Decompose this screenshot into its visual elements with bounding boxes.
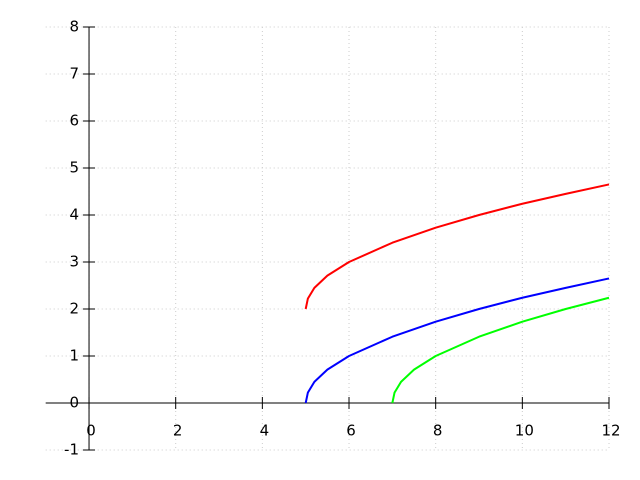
y-tick-label: 8 [69, 18, 79, 36]
y-tick-label: 7 [69, 65, 79, 83]
x-tick-label: 6 [346, 422, 356, 440]
x-tick-label: 12 [601, 422, 620, 440]
x-tick-label: 4 [260, 422, 270, 440]
series-line [304, 183, 610, 310]
y-tick-label: 3 [69, 253, 79, 271]
series-line [304, 277, 610, 404]
x-tick-label: 0 [86, 422, 96, 440]
x-tick-label: 2 [173, 422, 183, 440]
x-tick-label: 8 [433, 422, 443, 440]
y-tick-label: 2 [69, 300, 79, 318]
y-tick-label: 5 [69, 159, 79, 177]
y-tick-label: 0 [69, 394, 79, 412]
y-tick-label: 4 [69, 206, 79, 224]
y-tick-label: 6 [69, 112, 79, 130]
series-line [391, 296, 610, 404]
y-tick-label: 1 [69, 347, 79, 365]
y-tick-label: -1 [64, 441, 79, 459]
x-tick-label: 10 [515, 422, 534, 440]
